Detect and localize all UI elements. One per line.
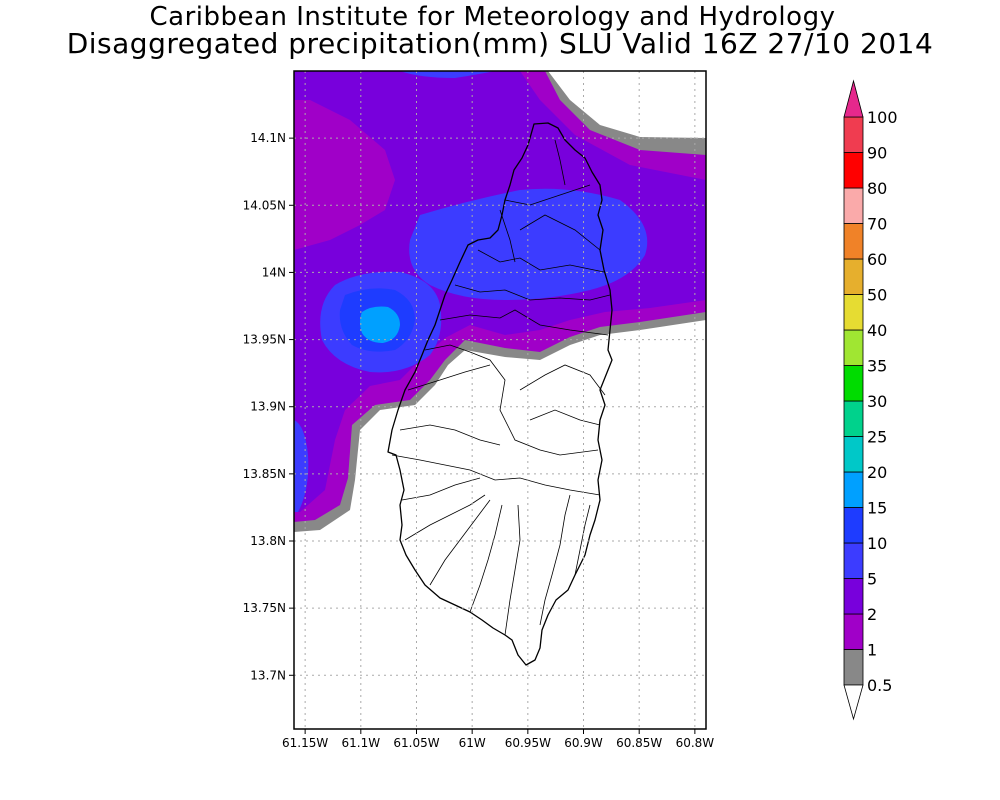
lon-tick-label: 60.8W xyxy=(676,736,715,750)
field-blue-band-north xyxy=(400,71,495,78)
colorbar-box xyxy=(843,436,864,473)
colorbar-box xyxy=(843,187,864,224)
colorbar-label: 40 xyxy=(867,321,887,340)
colorbar-box xyxy=(843,258,864,295)
colorbar-label: 35 xyxy=(867,357,887,376)
colorbar-label: 20 xyxy=(867,463,887,482)
lat-tick-label: 13.7N xyxy=(250,668,286,682)
colorbar-label: 2 xyxy=(867,605,877,624)
lon-tick-label: 60.95W xyxy=(505,736,551,750)
lon-tick-label: 60.9W xyxy=(564,736,603,750)
colorbar-label: 5 xyxy=(867,570,877,589)
lat-tick-label: 14N xyxy=(262,265,286,279)
colorbar-label: 100 xyxy=(867,108,898,127)
colorbar-label: 80 xyxy=(867,179,887,198)
colorbar-label: 25 xyxy=(867,428,887,447)
colorbar-box xyxy=(843,471,864,508)
colorbar-label: 0.5 xyxy=(867,676,892,695)
colorbar-label: 60 xyxy=(867,250,887,269)
lon-tick-label: 61.15W xyxy=(282,736,328,750)
colorbar-box xyxy=(843,400,864,437)
colorbar-box xyxy=(843,613,864,650)
lon-tick-label: 61W xyxy=(459,736,486,750)
colorbar-label: 70 xyxy=(867,215,887,234)
colorbar-box xyxy=(843,649,864,686)
colorbar-box xyxy=(843,542,864,579)
island-outline xyxy=(387,122,613,666)
colorbar-box xyxy=(843,152,864,189)
colorbar-box xyxy=(843,365,864,402)
colorbar-label: 10 xyxy=(867,534,887,553)
lat-tick-label: 13.75N xyxy=(243,601,286,615)
colorbar-label: 1 xyxy=(867,641,877,660)
colorbar-label: 50 xyxy=(867,286,887,305)
colorbar-label: 15 xyxy=(867,499,887,518)
field-lightblue-band xyxy=(360,306,400,343)
lat-tick-label: 14.05N xyxy=(243,198,286,212)
colorbar-box xyxy=(843,223,864,260)
lat-tick-label: 13.9N xyxy=(250,400,286,414)
lat-tick-label: 13.85N xyxy=(243,467,286,481)
colorbar-arrow-bottom xyxy=(843,684,864,721)
colorbar-arrow-top xyxy=(843,79,864,118)
lon-tick-label: 61.1W xyxy=(342,736,381,750)
longitude-axis: 61.15W 61.1W 61.05W 61W 60.95W 60.9W 60.85W 60.… xyxy=(282,729,714,750)
latitude-axis: 14.1N 14.05N 14N 13.95N 13.9N 13.85N 13.8N 13.7… xyxy=(243,131,294,682)
colorbar-box xyxy=(843,507,864,544)
map-frame xyxy=(293,70,707,730)
lon-tick-label: 60.85W xyxy=(616,736,662,750)
colorbar-box xyxy=(843,329,864,366)
lat-tick-label: 13.8N xyxy=(250,534,286,548)
colorbar-box xyxy=(843,578,864,615)
title-line-2: Disaggregated precipitation(mm) SLU Vali… xyxy=(66,27,934,60)
colorbar-label: 90 xyxy=(867,144,887,163)
title-line-1: Caribbean Institute for Meteorology and … xyxy=(149,2,836,32)
colorbar-box xyxy=(843,294,864,331)
lat-tick-label: 14.1N xyxy=(250,131,286,145)
lon-tick-label: 61.05W xyxy=(393,736,439,750)
colorbar-box xyxy=(843,116,864,153)
precipitation-field xyxy=(294,71,706,532)
colorbar-label: 30 xyxy=(867,392,887,411)
grid-lines xyxy=(294,71,706,729)
lat-tick-label: 13.95N xyxy=(243,333,286,347)
